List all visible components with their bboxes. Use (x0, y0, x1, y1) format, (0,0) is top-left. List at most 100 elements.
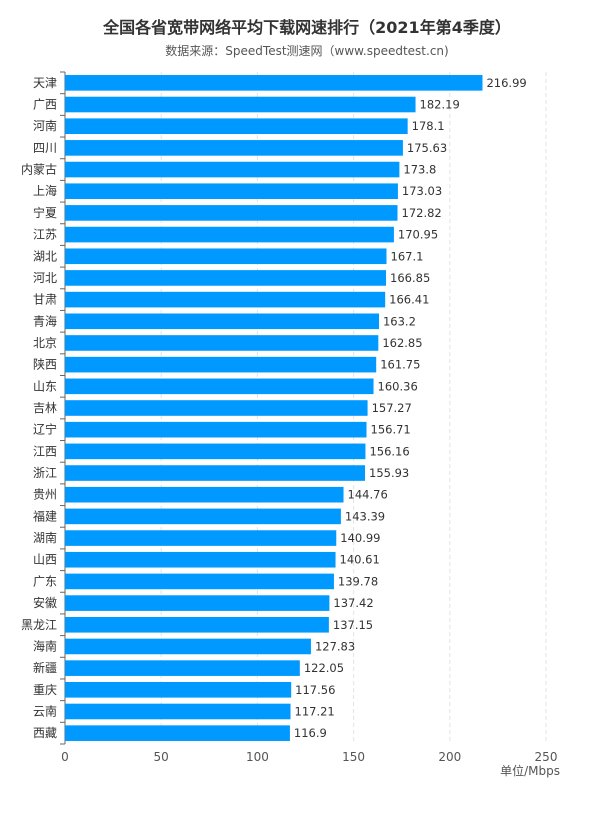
value-label: 182.19 (420, 98, 460, 112)
category-label: 黑龙江 (21, 618, 57, 632)
category-label: 江苏 (33, 228, 57, 242)
value-label: 157.27 (372, 401, 412, 415)
bar (65, 335, 379, 351)
category-label: 海南 (33, 638, 57, 653)
category-label: 山东 (33, 379, 57, 393)
bar (65, 682, 292, 698)
value-label: 116.9 (294, 726, 327, 740)
value-label: 156.16 (369, 444, 409, 458)
x-tick-label: 250 (535, 750, 558, 764)
bar (65, 465, 366, 481)
category-label: 青海 (33, 313, 57, 328)
x-axis-unit-label: 单位/Mbps (500, 763, 560, 778)
category-label: 天津 (33, 76, 57, 90)
x-tick-label: 200 (438, 750, 461, 764)
bar (65, 421, 367, 438)
value-label: 122.05 (304, 661, 344, 675)
bar (65, 248, 387, 265)
category-label: 辽宁 (33, 422, 57, 437)
category-label: 上海 (33, 183, 57, 198)
category-label: 宁夏 (33, 205, 57, 220)
value-label: 216.99 (486, 76, 526, 90)
category-label: 北京 (33, 336, 57, 350)
bar (65, 118, 408, 134)
category-label: 四川 (33, 141, 57, 155)
chart-title: 全国各省宽带网络平均下载网速排行（2021年第4季度） (103, 18, 511, 37)
value-label: 162.85 (382, 336, 422, 350)
bar (65, 161, 400, 178)
value-label: 161.75 (380, 358, 420, 372)
value-label: 155.93 (369, 466, 409, 480)
value-label: 127.83 (315, 639, 355, 653)
bar (65, 140, 403, 156)
value-label: 167.1 (391, 249, 424, 263)
category-label: 浙江 (33, 466, 57, 480)
labels: 0 50 100 150 200 250 天津 216.99 广西 182.19 河南 178.1 四川… (21, 76, 557, 764)
bar (65, 725, 290, 741)
value-label: 160.36 (378, 379, 418, 393)
category-label: 西藏 (33, 726, 57, 740)
bar (65, 443, 366, 460)
value-label: 144.76 (348, 488, 388, 502)
category-label: 广东 (33, 574, 57, 588)
bar (65, 75, 483, 91)
bar (65, 551, 336, 568)
value-label: 137.15 (333, 618, 373, 632)
value-label: 140.61 (340, 553, 380, 567)
bars (65, 75, 483, 741)
value-label: 173.03 (402, 184, 442, 198)
category-label: 江西 (33, 444, 57, 458)
bar (65, 291, 386, 308)
value-label: 170.95 (398, 228, 438, 242)
category-label: 安徽 (33, 595, 57, 610)
category-label: 内蒙古 (21, 162, 57, 177)
bar (65, 378, 374, 395)
x-tick-label: 150 (342, 750, 365, 764)
bar (65, 616, 329, 633)
category-label: 山西 (33, 553, 57, 567)
category-label: 河南 (33, 118, 57, 133)
value-label: 178.1 (412, 119, 445, 133)
category-label: 广西 (33, 98, 57, 112)
category-label: 湖南 (33, 530, 57, 545)
bar (65, 183, 398, 200)
x-tick-label: 0 (61, 750, 69, 764)
bar (65, 530, 337, 546)
category-label: 吉林 (33, 401, 57, 415)
bar (65, 313, 379, 330)
bar (65, 703, 291, 720)
bar (65, 356, 377, 373)
bar (65, 270, 387, 286)
value-label: 166.41 (389, 293, 429, 307)
category-label: 新疆 (33, 660, 57, 675)
bar (65, 400, 368, 416)
chart-subtitle: 数据来源：SpeedTest测速网（www.speedtest.cn) (165, 44, 449, 58)
value-label: 137.42 (333, 596, 373, 610)
value-label: 140.99 (340, 531, 380, 545)
value-label: 163.2 (383, 314, 416, 328)
value-label: 143.39 (345, 509, 385, 523)
bar (65, 638, 311, 655)
category-label: 湖北 (33, 248, 57, 263)
category-label: 甘肃 (33, 293, 57, 307)
category-label: 陕西 (33, 357, 57, 372)
value-label: 139.78 (338, 574, 378, 588)
category-label: 云南 (33, 703, 57, 718)
bar (65, 660, 300, 676)
value-label: 117.21 (295, 704, 335, 718)
bar (65, 508, 341, 525)
bar (65, 226, 394, 243)
category-label: 河北 (33, 271, 57, 285)
bar (65, 205, 398, 221)
bar (65, 573, 334, 590)
axes (60, 71, 66, 745)
x-tick-label: 50 (154, 750, 169, 764)
x-tick-label: 100 (246, 750, 269, 764)
value-label: 175.63 (407, 141, 447, 155)
category-label: 贵州 (33, 488, 57, 502)
value-label: 156.71 (371, 423, 411, 437)
bar (65, 486, 344, 503)
value-label: 173.8 (403, 163, 436, 177)
value-label: 166.85 (390, 271, 430, 285)
